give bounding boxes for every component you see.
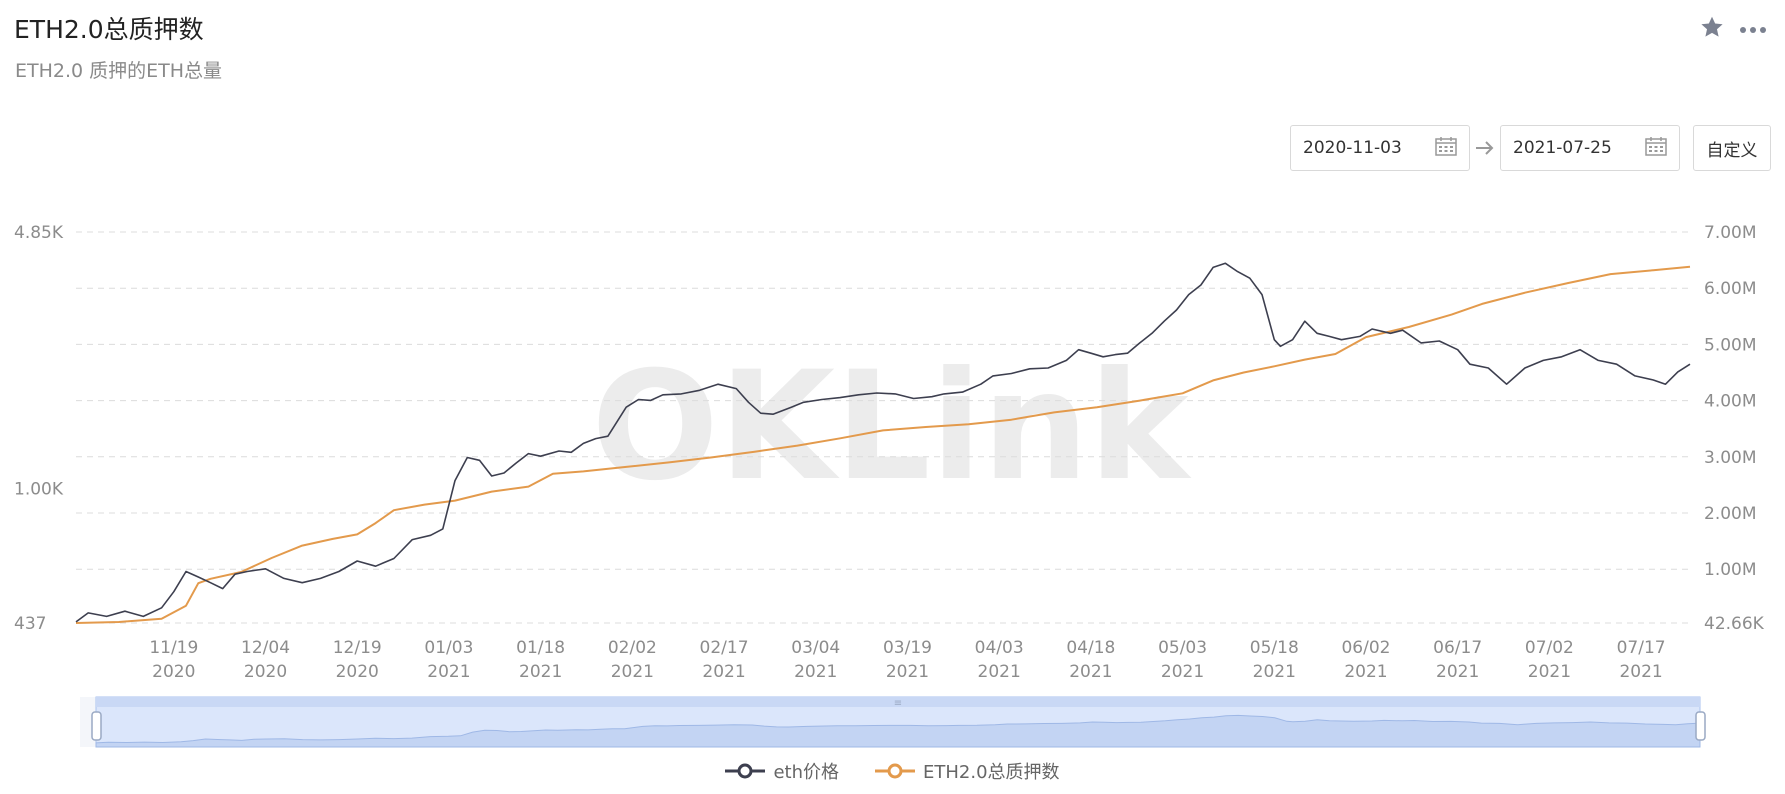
- x-tick-label: 05/18: [1250, 638, 1299, 658]
- legend-marker-staked: [875, 763, 915, 779]
- chart-legend: eth价格 ETH2.0总质押数: [0, 758, 1785, 784]
- slider-handle-right[interactable]: [1695, 711, 1706, 741]
- y-right-tick-label: 7.00M: [1704, 223, 1757, 243]
- legend-label-staked: ETH2.0总质押数: [923, 762, 1060, 783]
- page-subtitle: ETH2.0 质押的ETH总量: [15, 60, 223, 82]
- x-tick-label: 06/17: [1433, 638, 1482, 658]
- x-tick-label: 01/18: [516, 638, 565, 658]
- x-tick-year-label: 2020: [244, 662, 287, 682]
- calendar-icon: [1645, 136, 1667, 161]
- x-tick-year-label: 2021: [611, 662, 654, 682]
- x-tick-year-label: 2021: [794, 662, 837, 682]
- y-left-tick-label: 1.00K: [14, 480, 64, 500]
- y-right-tick-label: 1.00M: [1704, 560, 1757, 580]
- slider-mini-chart: [95, 714, 1701, 748]
- x-tick-year-label: 2021: [1436, 662, 1479, 682]
- x-tick-label: 04/03: [975, 638, 1024, 658]
- slider-handle-left[interactable]: [91, 711, 102, 741]
- more-icon[interactable]: [1739, 20, 1767, 39]
- x-tick-year-label: 2021: [1069, 662, 1112, 682]
- start-date-input[interactable]: 2020-11-03: [1290, 125, 1470, 171]
- x-tick-year-label: 2021: [519, 662, 562, 682]
- x-tick-label: 07/17: [1617, 638, 1666, 658]
- legend-item-staked[interactable]: ETH2.0总质押数: [875, 758, 1060, 784]
- slider-top-bar: [96, 697, 1700, 707]
- x-tick-year-label: 2021: [978, 662, 1021, 682]
- y-right-tick-label: 42.66K: [1704, 614, 1765, 634]
- x-tick-label: 12/19: [333, 638, 382, 658]
- calendar-icon: [1435, 136, 1457, 161]
- x-tick-label: 12/04: [241, 638, 290, 658]
- y-left-tick-label: 4.85K: [14, 223, 64, 243]
- series-line-eth-price: [75, 262, 1691, 623]
- x-tick-year-label: 2021: [1619, 662, 1662, 682]
- x-tick-label: 03/19: [883, 638, 932, 658]
- x-tick-label: 07/02: [1525, 638, 1574, 658]
- x-tick-label: 06/02: [1341, 638, 1390, 658]
- custom-range-button[interactable]: 自定义: [1693, 125, 1771, 171]
- arrow-right-icon: [1474, 139, 1496, 161]
- legend-item-eth-price[interactable]: eth价格: [725, 758, 839, 784]
- y-right-tick-label: 5.00M: [1704, 335, 1757, 355]
- watermark: OKLink: [591, 340, 1192, 514]
- x-tick-year-label: 2021: [427, 662, 470, 682]
- x-tick-year-label: 2021: [702, 662, 745, 682]
- legend-marker-eth-price: [725, 763, 766, 779]
- start-date-value: 2020-11-03: [1303, 138, 1402, 158]
- header-actions: [1699, 14, 1767, 44]
- x-tick-label: 01/03: [424, 638, 473, 658]
- legend-label-eth-price: eth价格: [773, 762, 839, 783]
- x-tick-year-label: 2021: [1161, 662, 1204, 682]
- end-date-input[interactable]: 2021-07-25: [1500, 125, 1680, 171]
- star-icon[interactable]: [1699, 14, 1725, 44]
- x-tick-label: 04/18: [1066, 638, 1115, 658]
- slider-grip: ≡: [894, 698, 902, 709]
- y-right-tick-label: 2.00M: [1704, 504, 1757, 524]
- x-tick-year-label: 2020: [336, 662, 379, 682]
- y-right-tick-label: 4.00M: [1704, 392, 1757, 412]
- series-line-staked: [75, 265, 1691, 624]
- end-date-value: 2021-07-25: [1513, 138, 1612, 158]
- page-title: ETH2.0总质押数: [14, 15, 204, 44]
- x-tick-label: 03/04: [791, 638, 840, 658]
- y-right-tick-label: 6.00M: [1704, 279, 1757, 299]
- x-tick-label: 02/02: [608, 638, 657, 658]
- x-tick-year-label: 2021: [1344, 662, 1387, 682]
- x-tick-label: 05/03: [1158, 638, 1207, 658]
- x-tick-year-label: 2021: [1528, 662, 1571, 682]
- x-tick-label: 02/17: [700, 638, 749, 658]
- y-left-tick-label: 437: [14, 614, 46, 634]
- x-tick-label: 11/19: [149, 638, 198, 658]
- x-tick-year-label: 2021: [886, 662, 929, 682]
- x-tick-year-label: 2021: [1253, 662, 1296, 682]
- x-tick-year-label: 2020: [152, 662, 195, 682]
- y-right-tick-label: 3.00M: [1704, 448, 1757, 468]
